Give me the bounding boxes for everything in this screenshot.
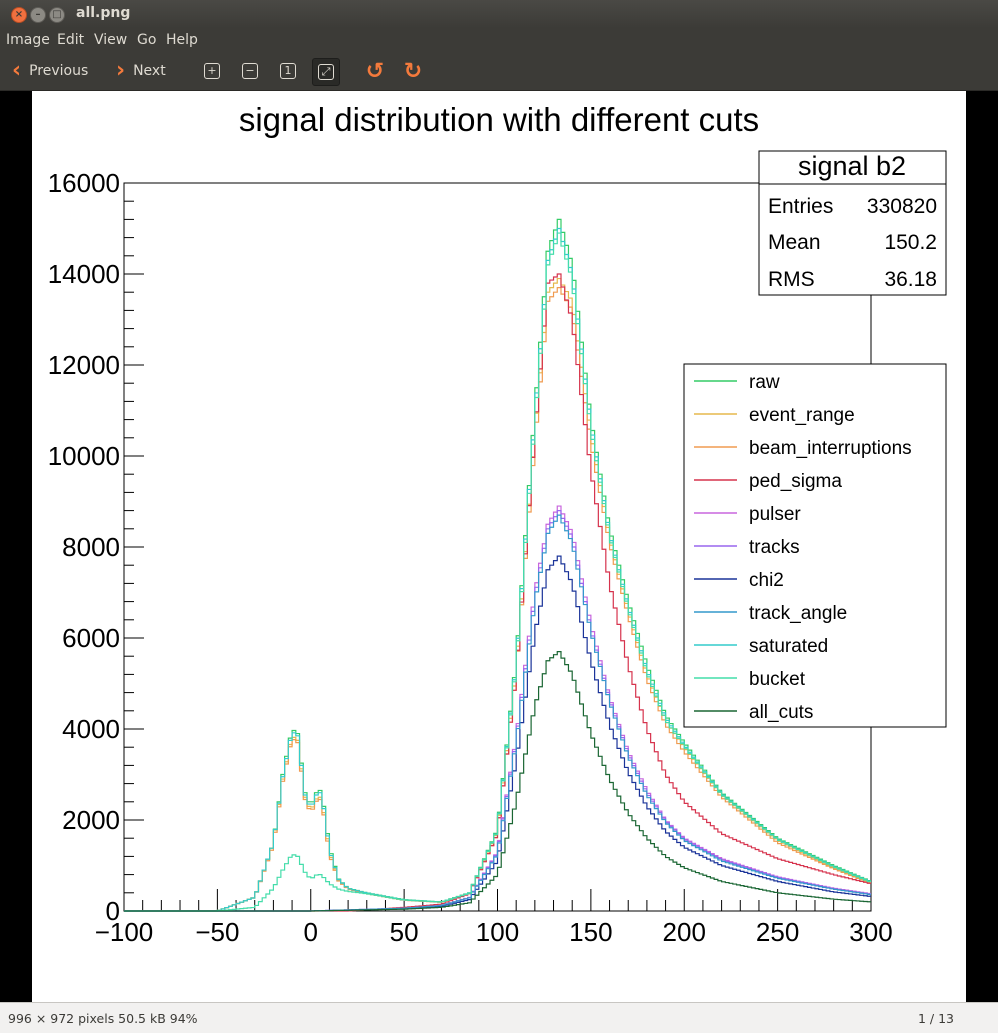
rotate-right-button[interactable]: ↻ bbox=[400, 58, 426, 84]
toolbar: ‹ Previous › Next + − 1 ⤢ ↺ ↻ bbox=[0, 52, 998, 91]
stats-mean-value: 150.2 bbox=[884, 231, 937, 254]
close-window-button[interactable]: × bbox=[11, 7, 27, 23]
y-tick-label: 12000 bbox=[48, 350, 120, 380]
next-button[interactable]: › Next bbox=[116, 56, 166, 86]
maximize-window-button[interactable]: □ bbox=[49, 7, 65, 23]
legend-label: beam_interruptions bbox=[749, 438, 912, 459]
stats-entries-value: 330820 bbox=[867, 195, 937, 218]
legend-label: track_angle bbox=[749, 603, 847, 624]
legend-label: tracks bbox=[749, 537, 800, 558]
chevron-left-icon: ‹ bbox=[12, 58, 22, 83]
x-tick-label: 50 bbox=[390, 917, 419, 947]
series-all-cuts bbox=[124, 651, 871, 912]
y-tick-label: 4000 bbox=[62, 714, 120, 744]
legend-label: all_cuts bbox=[749, 702, 813, 723]
y-tick-label: 2000 bbox=[62, 805, 120, 835]
stats-rms-label: RMS bbox=[768, 268, 815, 291]
zoom-normal-icon: 1 bbox=[280, 63, 296, 79]
histogram-chart: signal distribution with different cuts … bbox=[48, 101, 947, 947]
x-tick-label: −50 bbox=[195, 917, 239, 947]
x-tick-label: 300 bbox=[849, 917, 892, 947]
image-info: 996 × 972 pixels 50.5 kB 94% bbox=[8, 1011, 198, 1026]
legend-label: event_range bbox=[749, 405, 855, 426]
stats-box: signal b2 Entries 330820 Mean 150.2 RMS … bbox=[758, 150, 947, 296]
x-tick-label: 250 bbox=[756, 917, 799, 947]
y-axis: 0 2000 4000 6000 8000 10000 12000 14000 16000 bbox=[48, 168, 144, 926]
y-tick-label: 14000 bbox=[48, 259, 120, 289]
x-axis: −100 −50 0 50 100 150 200 250 300 bbox=[95, 889, 893, 947]
next-label: Next bbox=[133, 63, 166, 79]
stats-frame bbox=[758, 150, 947, 296]
menu-image[interactable]: Image bbox=[6, 32, 50, 48]
legend-label: raw bbox=[749, 372, 780, 393]
page-indicator: 1 / 13 bbox=[917, 1011, 954, 1026]
y-tick-label: 6000 bbox=[62, 623, 120, 653]
chart-title: signal distribution with different cuts bbox=[239, 101, 759, 138]
image-canvas: signal distribution with different cuts … bbox=[32, 91, 966, 1002]
zoom-fit-icon: ⤢ bbox=[318, 64, 334, 80]
y-tick-label: 16000 bbox=[48, 168, 120, 198]
series-bucket bbox=[124, 232, 871, 912]
menu-edit[interactable]: Edit bbox=[57, 32, 85, 48]
zoom-normal-button[interactable]: 1 bbox=[275, 58, 301, 84]
series-saturated bbox=[124, 227, 871, 912]
x-tick-label: 200 bbox=[663, 917, 706, 947]
y-tick-label: 0 bbox=[106, 896, 120, 926]
zoom-in-button[interactable]: + bbox=[199, 58, 225, 84]
legend-label: pulser bbox=[749, 504, 801, 525]
rotate-left-button[interactable]: ↺ bbox=[362, 58, 388, 84]
legend-label: chi2 bbox=[749, 570, 784, 591]
stats-rms-value: 36.18 bbox=[884, 268, 937, 291]
zoom-out-icon: − bbox=[242, 63, 258, 79]
menu-help[interactable]: Help bbox=[166, 32, 198, 48]
previous-button[interactable]: ‹ Previous bbox=[12, 56, 88, 86]
legend-label: saturated bbox=[749, 636, 828, 657]
y-tick-label: 10000 bbox=[48, 441, 120, 471]
stats-title: signal b2 bbox=[798, 151, 906, 181]
series-group bbox=[124, 218, 871, 912]
window-title: all.png bbox=[76, 5, 131, 21]
status-bar: 996 × 972 pixels 50.5 kB 94% 1 / 13 bbox=[0, 1002, 998, 1033]
menu-bar: Image Edit View Go Help bbox=[0, 28, 998, 52]
y-tick-label: 8000 bbox=[62, 532, 120, 562]
legend: raw event_range beam_interruptions ped_sigm… bbox=[683, 363, 947, 728]
window-titlebar: × – □ all.png bbox=[0, 0, 998, 28]
chevron-right-icon: › bbox=[116, 58, 126, 83]
legend-label: bucket bbox=[749, 669, 806, 690]
x-tick-label: −100 bbox=[95, 917, 154, 947]
menu-view[interactable]: View bbox=[94, 32, 128, 48]
x-tick-label: 0 bbox=[304, 917, 318, 947]
stats-entries-label: Entries bbox=[768, 195, 833, 218]
zoom-out-button[interactable]: − bbox=[237, 58, 263, 84]
series-raw bbox=[124, 218, 871, 912]
zoom-in-icon: + bbox=[204, 63, 220, 79]
zoom-fit-button[interactable]: ⤢ bbox=[312, 58, 340, 86]
legend-label: ped_sigma bbox=[749, 471, 842, 492]
menu-go[interactable]: Go bbox=[137, 32, 157, 48]
minimize-window-button[interactable]: – bbox=[30, 7, 46, 23]
rotate-left-icon: ↺ bbox=[365, 58, 385, 84]
stats-mean-label: Mean bbox=[768, 231, 821, 254]
x-tick-label: 150 bbox=[569, 917, 612, 947]
previous-label: Previous bbox=[29, 63, 89, 79]
x-tick-label: 100 bbox=[476, 917, 519, 947]
rotate-right-icon: ↻ bbox=[403, 58, 423, 84]
